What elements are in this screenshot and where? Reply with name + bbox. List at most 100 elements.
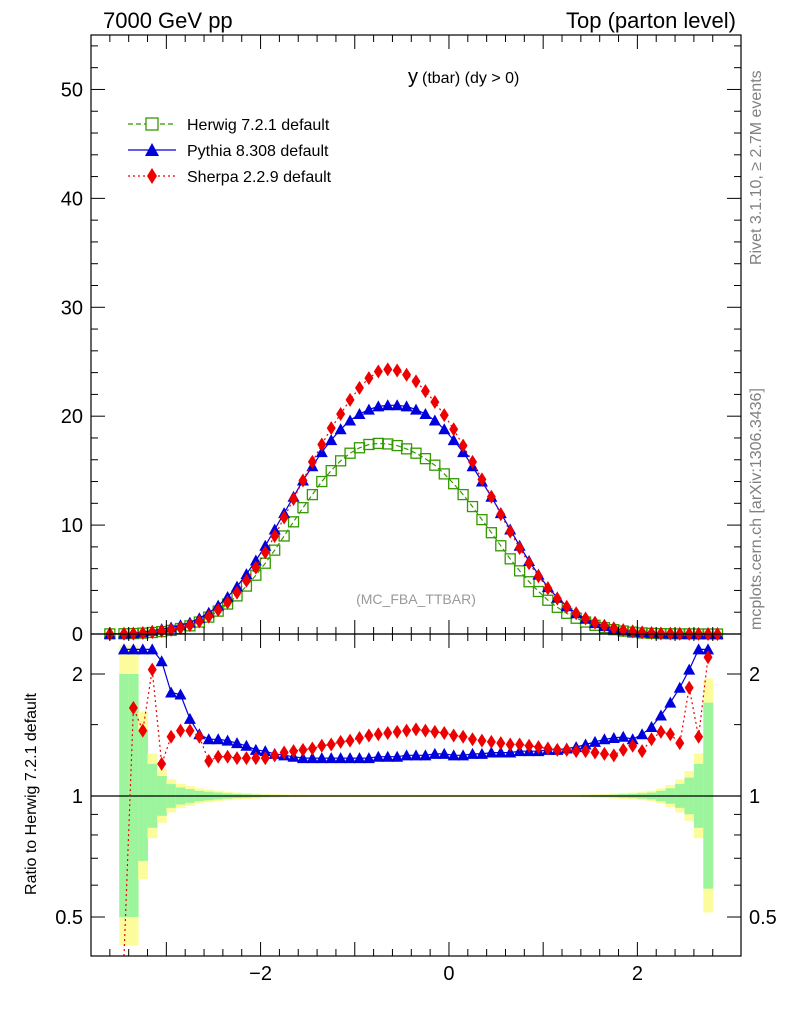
ratio-pythia-point [654,709,667,721]
herwig-point [306,488,319,501]
herwig-point [476,513,488,526]
pythia-point [391,399,404,411]
sherpa-point [420,384,430,399]
sherpa-point [213,603,223,618]
ratio-sherpa-point [496,736,506,751]
ratio-sherpa-point [232,751,242,766]
ratio-pythia-point [636,728,649,740]
sherpa-point [637,625,647,640]
ratio-pythia-point [494,746,507,758]
x-tick-label: 0 [443,963,454,985]
ratio-pythia-point [372,750,385,762]
ratio-sherpa-point [166,729,176,744]
ratio-pythia-point [136,643,149,655]
ratio-sherpa-point [270,748,280,763]
ratio-pythia-point [353,752,366,764]
y-tick-label: 50 [61,79,83,101]
pythia-point [438,423,451,435]
pythia-point [268,523,281,535]
ratio-sherpa-point [298,742,308,757]
pythia-point [344,414,357,426]
ratio-pythia-point [221,734,234,746]
ratio-pythia-point [410,749,422,761]
herwig-point [523,576,535,588]
herwig-point [457,488,469,501]
ratio-sherpa-point [260,751,270,766]
ratio-sherpa-point [515,737,525,752]
ratio-y-tick-label: 2 [72,664,83,686]
sherpa-point [175,621,185,636]
ratio-sherpa-point [204,754,214,769]
ratio-sherpa-point [656,724,666,739]
sherpa-point [373,364,383,379]
sherpa-point [232,585,242,600]
ratio-sherpa-point [618,742,628,757]
sherpa-point [449,422,459,437]
sherpa-point [486,489,496,504]
ratio-plot-frame [90,633,742,957]
ratio-pythia-point [475,747,488,759]
sherpa-point [204,609,214,624]
ratio-pythia-point [183,712,196,724]
ratio-pythia-point [673,681,686,693]
sherpa-point [458,438,468,453]
ratio-sherpa-point [279,745,289,760]
ratio-pythia-point [334,752,347,764]
pythia-point [447,434,460,446]
sherpa-point [166,622,176,637]
ratio-sherpa-point [128,700,138,715]
ratio-sherpa-point [599,746,609,761]
sherpa-point [289,491,299,506]
ratio-pythia-point [588,735,601,747]
ratio-sherpa-point [439,726,449,741]
ratio-sherpa-point [251,751,261,766]
ratio-sherpa-point [665,727,675,742]
ratio-sherpa-point [138,723,148,738]
pythia-point [419,408,432,420]
sherpa-point [599,618,609,633]
sherpa-point [402,367,412,382]
ratio-sherpa-point [543,741,553,756]
ratio-line-1 [123,657,709,957]
ratio-pythia-point [457,749,470,761]
ratio-pythia-point [296,752,309,764]
ratio-sherpa-point [477,733,487,748]
ratio-pythia-point [485,746,498,758]
ratio-sherpa-point [581,744,591,759]
sherpa-point [241,573,251,588]
ratio-sherpa-point [562,742,572,757]
ratio-sherpa-point [175,723,185,738]
ratio-pythia-point [617,730,630,742]
sherpa-point [251,560,261,575]
pythia-point [259,539,272,551]
ratio-sherpa-point [703,650,713,665]
sherpa-point [571,606,581,621]
herwig-point [287,516,300,528]
ratio-sherpa-point [647,732,657,747]
ratio-sherpa-point [637,744,647,759]
ratio-y-tick-label-right: 0.5 [749,907,777,929]
ratio-sherpa-point [223,749,233,764]
sherpa-point [628,624,638,639]
ratio-sherpa-point [552,742,562,757]
ratio-pythia-point [202,733,215,745]
herwig-point [410,447,422,459]
ratio-pythia-point [362,752,375,764]
sherpa-point [496,507,506,522]
ratio-sherpa-point [505,737,515,752]
legend: Herwig 7.2.1 default Pythia 8.308 default… [128,117,332,186]
ratio-sherpa-point [194,729,204,744]
ratio-sherpa-point [213,749,223,764]
ratio-pythia-point [259,745,272,757]
ratio-pythia-point [419,749,432,761]
ratio-sherpa-point [411,722,421,737]
ratio-pythia-point [146,643,159,655]
ratio-pythia-point [466,747,479,759]
ratio-y-tick-label-right: 1 [749,786,760,808]
ratio-sherpa-point [185,723,195,738]
ratio-sherpa-point [241,751,251,766]
ratio-y-tick-label: 0.5 [55,907,83,929]
ratio-y-tick-label: 1 [72,786,83,808]
ratio-sherpa-point [336,734,346,749]
sherpa-point [345,392,355,407]
